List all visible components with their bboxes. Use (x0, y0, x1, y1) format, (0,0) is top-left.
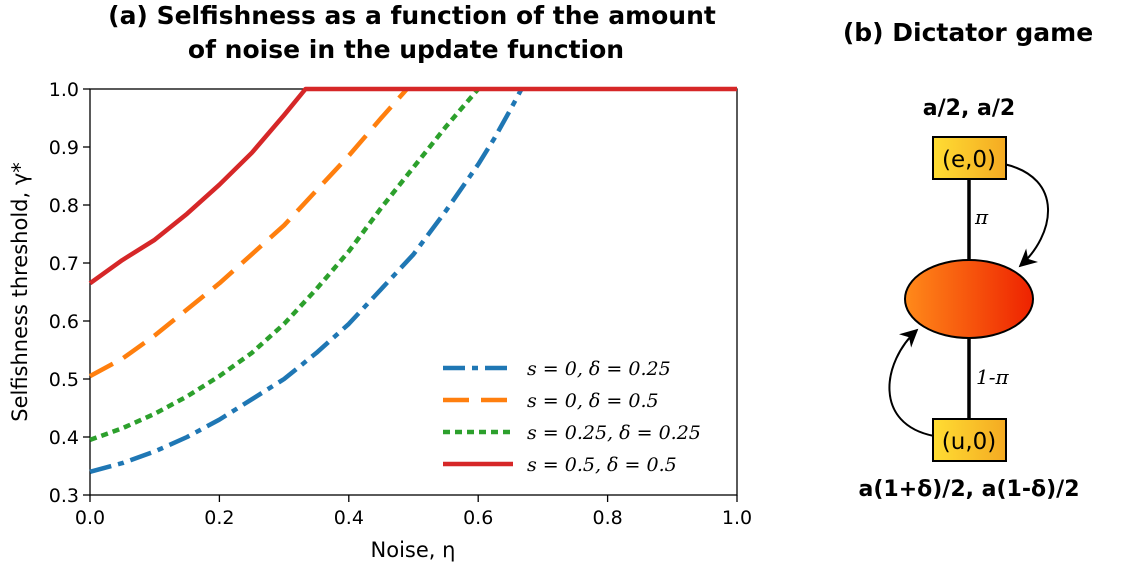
x-tick-label: 0.8 (592, 507, 622, 529)
chart-title-line-1: (a) Selfishness as a function of the amo… (108, 1, 716, 30)
x-tick-label: 0.0 (75, 507, 105, 529)
legend-label-2: s = 0.25, δ = 0.25 (527, 422, 701, 444)
bottom-node-box (932, 418, 1007, 462)
state-ellipse (904, 259, 1034, 339)
top-node-box (932, 136, 1007, 180)
x-tick-label: 1.0 (722, 507, 752, 529)
legend-label-1: s = 0, δ = 0.5 (527, 390, 659, 412)
bottom-payoff-label: a(1+δ)/2, a(1-δ)/2 (858, 477, 1079, 502)
series-line-3 (88, 86, 737, 286)
y-tick-label: 0.5 (49, 369, 79, 391)
ticks-layer: 0.0 0.2 0.4 0.6 0.8 1.0 0.3 0.4 0.5 0.6 0.7 0.8 0.9 1… (49, 79, 752, 529)
x-tick-label: 0.2 (204, 507, 234, 529)
y-tick-label: 0.3 (49, 485, 79, 507)
bottom-node-label: (u,0) (942, 429, 996, 455)
legend: s = 0, δ = 0.25 s = 0, δ = 0.5 s = 0.25, δ… (443, 358, 701, 476)
y-tick-label: 0.6 (49, 311, 79, 333)
self-loop-arrow-bottom (888, 328, 935, 437)
series-line-2 (89, 87, 480, 443)
legend-label-3: s = 0.5, δ = 0.5 (527, 454, 677, 476)
x-axis-label: Noise, η (371, 538, 456, 562)
diagram-title: (b) Dictator game (843, 18, 1093, 47)
series-layer (88, 86, 737, 474)
series-line-1 (88, 87, 409, 379)
plot-area: 0.0 0.2 0.4 0.6 0.8 1.0 0.3 0.4 0.5 0.6 0.7 0.8 0.9 1… (49, 79, 752, 529)
y-tick-label: 0.9 (49, 137, 79, 159)
legend-label-0: s = 0, δ = 0.25 (527, 358, 671, 380)
y-tick-label: 0.8 (49, 195, 79, 217)
top-node-label: (e,0) (942, 147, 996, 173)
series-line-0 (89, 87, 524, 474)
y-axis-label: Selfishness threshold, γ* (8, 162, 32, 422)
y-tick-label: 1.0 (49, 79, 79, 101)
edge-top-label: π (974, 205, 989, 229)
top-payoff-label: a/2, a/2 (923, 96, 1015, 121)
chart-title-line-2: of noise in the update function (188, 35, 624, 64)
self-loop-arrow-top (1003, 163, 1049, 268)
y-tick-label: 0.7 (49, 253, 79, 275)
x-tick-label: 0.6 (463, 507, 493, 529)
edge-bottom-label: 1-π (976, 365, 1009, 389)
y-tick-label: 0.4 (49, 427, 79, 449)
x-tick-label: 0.4 (334, 507, 364, 529)
